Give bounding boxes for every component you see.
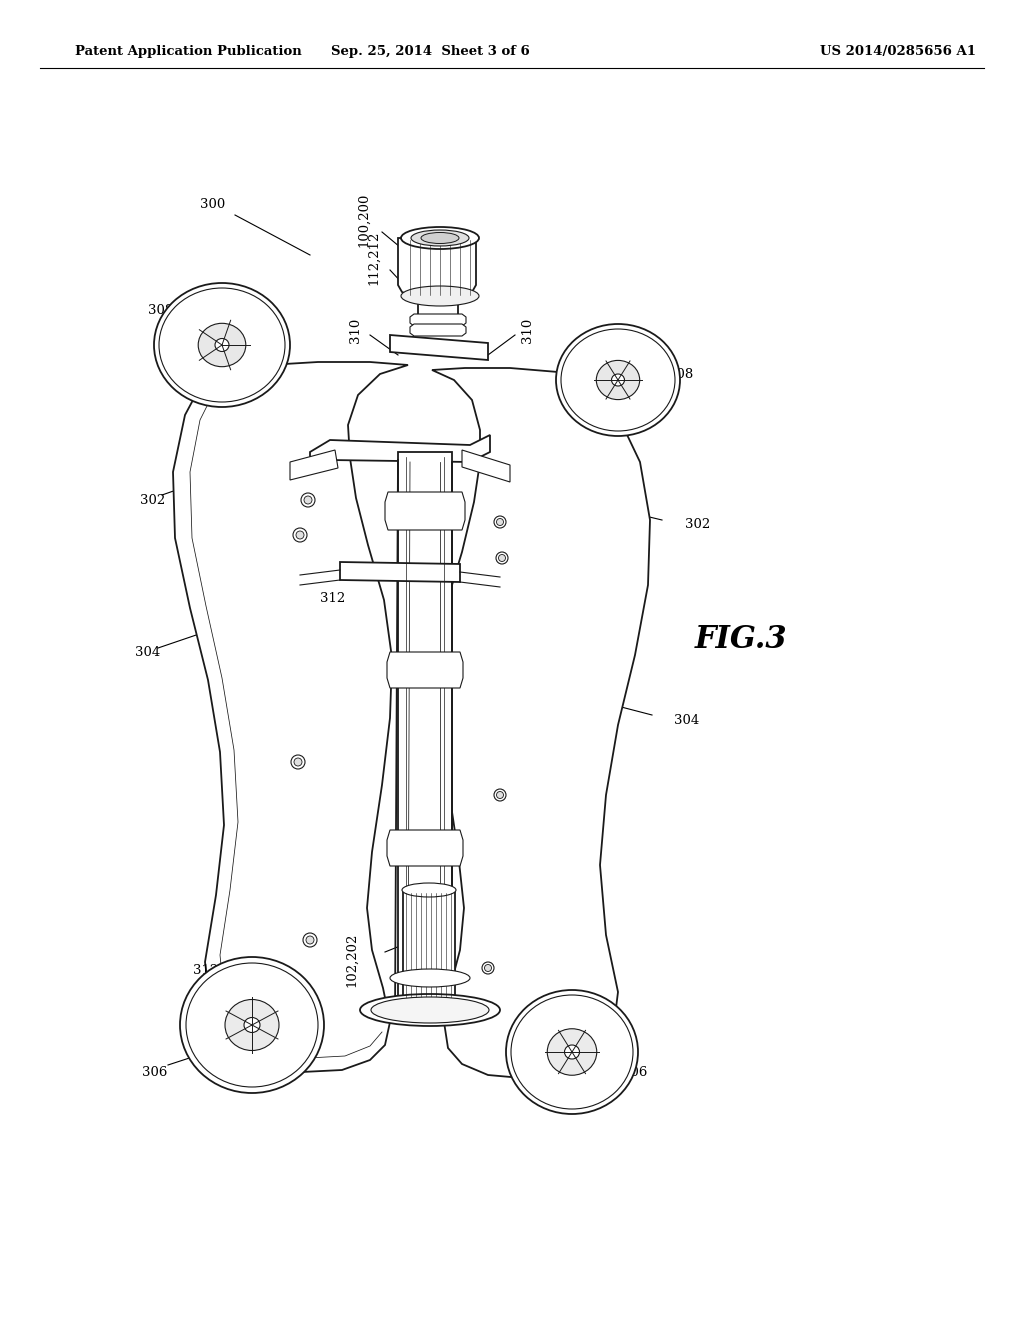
- Text: 300: 300: [200, 198, 225, 211]
- Ellipse shape: [561, 329, 675, 432]
- Ellipse shape: [611, 374, 625, 385]
- Ellipse shape: [506, 990, 638, 1114]
- Text: 306: 306: [142, 1065, 167, 1078]
- Text: 310: 310: [521, 317, 535, 343]
- Ellipse shape: [215, 338, 229, 351]
- Ellipse shape: [371, 997, 489, 1023]
- Ellipse shape: [402, 883, 456, 898]
- Ellipse shape: [564, 1045, 580, 1059]
- Ellipse shape: [154, 282, 290, 407]
- Polygon shape: [390, 335, 488, 360]
- Text: FIG.3: FIG.3: [695, 624, 787, 656]
- Ellipse shape: [360, 994, 500, 1026]
- Ellipse shape: [556, 323, 680, 436]
- Ellipse shape: [199, 323, 246, 367]
- Ellipse shape: [294, 758, 302, 766]
- Polygon shape: [385, 492, 465, 531]
- Ellipse shape: [225, 999, 279, 1051]
- Polygon shape: [410, 314, 466, 326]
- Text: 312: 312: [193, 964, 218, 977]
- Text: 312: 312: [319, 591, 345, 605]
- Ellipse shape: [401, 286, 479, 306]
- Polygon shape: [398, 451, 452, 1010]
- Polygon shape: [387, 830, 463, 866]
- Polygon shape: [290, 450, 338, 480]
- Ellipse shape: [497, 792, 504, 799]
- Ellipse shape: [304, 496, 312, 504]
- Text: 306: 306: [622, 1065, 647, 1078]
- Ellipse shape: [497, 519, 504, 525]
- Ellipse shape: [244, 1018, 260, 1032]
- Ellipse shape: [411, 230, 469, 246]
- Text: 304: 304: [135, 647, 160, 660]
- Polygon shape: [340, 562, 460, 582]
- Ellipse shape: [186, 964, 318, 1086]
- Polygon shape: [387, 652, 463, 688]
- Text: 302: 302: [140, 494, 165, 507]
- Ellipse shape: [401, 227, 479, 249]
- Text: 302: 302: [685, 519, 711, 532]
- Ellipse shape: [291, 755, 305, 770]
- Polygon shape: [173, 362, 408, 1072]
- Ellipse shape: [496, 552, 508, 564]
- Ellipse shape: [484, 965, 492, 972]
- Polygon shape: [403, 890, 455, 1010]
- Text: 304: 304: [674, 714, 699, 726]
- Ellipse shape: [421, 232, 459, 243]
- Polygon shape: [410, 289, 466, 301]
- Polygon shape: [398, 238, 476, 296]
- Ellipse shape: [293, 528, 307, 543]
- Ellipse shape: [547, 1028, 597, 1076]
- Text: Sep. 25, 2014  Sheet 3 of 6: Sep. 25, 2014 Sheet 3 of 6: [331, 45, 529, 58]
- Ellipse shape: [596, 360, 640, 400]
- Polygon shape: [432, 368, 650, 1078]
- Polygon shape: [462, 450, 510, 482]
- Text: 100,200: 100,200: [357, 193, 371, 247]
- Text: 308: 308: [148, 304, 173, 317]
- Text: 308: 308: [668, 368, 693, 381]
- Text: 102,202: 102,202: [345, 933, 358, 987]
- Polygon shape: [410, 323, 466, 337]
- Ellipse shape: [159, 288, 285, 403]
- Polygon shape: [310, 436, 490, 473]
- Text: Patent Application Publication: Patent Application Publication: [75, 45, 302, 58]
- Ellipse shape: [390, 969, 470, 987]
- Ellipse shape: [494, 516, 506, 528]
- Ellipse shape: [511, 995, 633, 1109]
- Ellipse shape: [482, 962, 494, 974]
- Ellipse shape: [306, 936, 314, 944]
- Ellipse shape: [301, 492, 315, 507]
- Ellipse shape: [303, 933, 317, 946]
- Ellipse shape: [499, 554, 506, 561]
- Text: 310: 310: [349, 317, 362, 343]
- Text: 112,212: 112,212: [368, 231, 381, 285]
- Ellipse shape: [402, 1005, 456, 1016]
- Ellipse shape: [180, 957, 324, 1093]
- Ellipse shape: [296, 531, 304, 539]
- Text: US 2014/0285656 A1: US 2014/0285656 A1: [820, 45, 976, 58]
- Ellipse shape: [494, 789, 506, 801]
